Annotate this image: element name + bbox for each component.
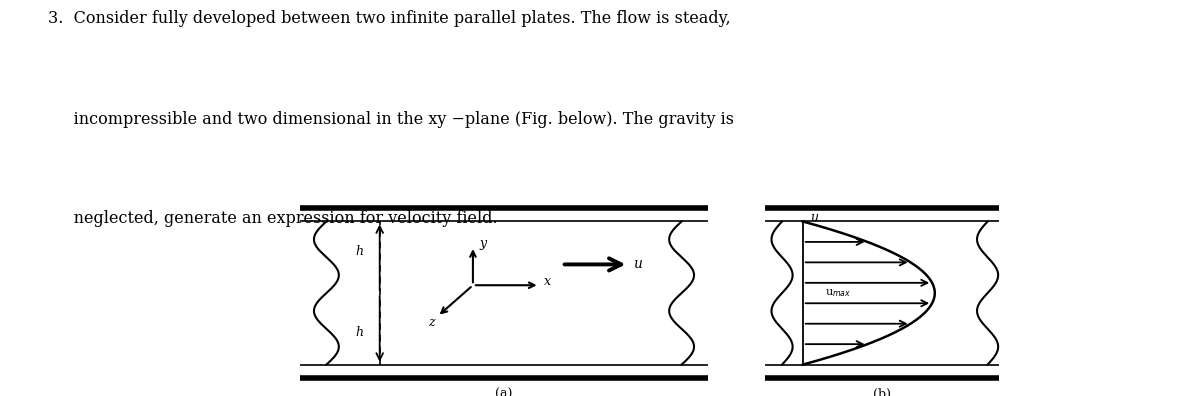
Text: z: z	[428, 316, 436, 329]
Text: (a): (a)	[496, 388, 512, 396]
Text: u$_{max}$: u$_{max}$	[826, 287, 852, 299]
Text: neglected, generate an expression for velocity field.: neglected, generate an expression for ve…	[48, 210, 498, 227]
Text: 3.  Consider fully developed between two infinite parallel plates. The flow is s: 3. Consider fully developed between two …	[48, 10, 731, 27]
Text: (b): (b)	[874, 388, 890, 396]
Text: y: y	[480, 237, 487, 250]
Text: u: u	[810, 211, 818, 224]
Text: h: h	[355, 245, 364, 258]
Text: h: h	[355, 326, 364, 339]
Text: incompressible and two dimensional in the xy −plane (Fig. below). The gravity is: incompressible and two dimensional in th…	[48, 111, 734, 128]
Text: u: u	[632, 257, 642, 271]
Text: x: x	[544, 275, 551, 288]
